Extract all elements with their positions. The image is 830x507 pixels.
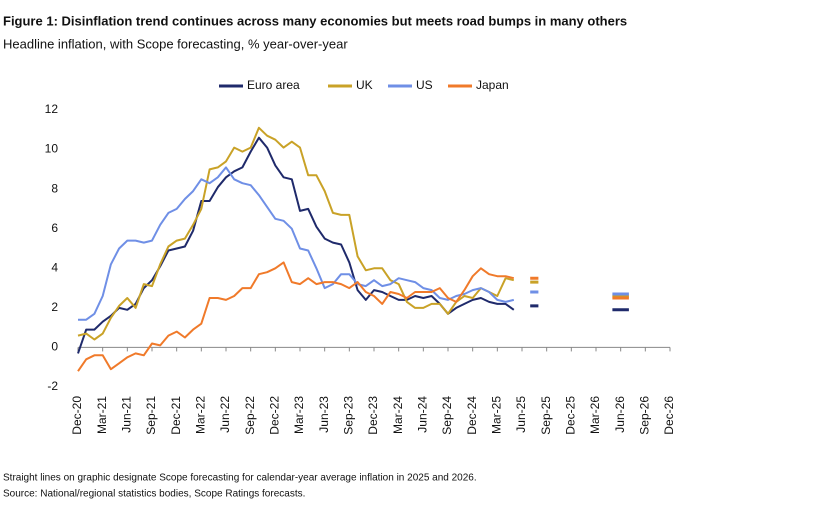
x-tick-label: Dec-20 bbox=[70, 396, 84, 435]
x-tick-label: Dec-24 bbox=[465, 396, 479, 435]
x-tick-label: Mar-26 bbox=[588, 396, 602, 434]
series-line bbox=[77, 126, 515, 341]
x-tick-label: Sep-23 bbox=[342, 396, 356, 435]
legend-label: US bbox=[416, 78, 433, 92]
x-tick-label: Jun-21 bbox=[120, 396, 134, 433]
x-tick-label: Dec-22 bbox=[268, 396, 282, 435]
x-tick-label: Mar-23 bbox=[292, 396, 306, 434]
footnote: Straight lines on graphic designate Scop… bbox=[3, 473, 477, 484]
x-tick-label: Sep-22 bbox=[243, 396, 257, 435]
y-tick-label: 8 bbox=[51, 181, 58, 195]
y-tick-label: 6 bbox=[51, 221, 58, 235]
y-tick-label: 4 bbox=[51, 260, 58, 274]
series-line bbox=[78, 166, 515, 321]
y-tick-label: 0 bbox=[51, 340, 58, 354]
x-tick-label: Sep-21 bbox=[144, 396, 158, 435]
x-tick-label: Jun-23 bbox=[317, 396, 331, 433]
x-tick-label: Jun-22 bbox=[218, 396, 232, 433]
x-tick-label: Sep-26 bbox=[638, 396, 652, 435]
x-tick-label: Mar-22 bbox=[194, 396, 208, 434]
x-tick-label: Sep-24 bbox=[440, 396, 454, 435]
x-tick-label: Dec-25 bbox=[564, 396, 578, 435]
legend-label: UK bbox=[356, 78, 373, 92]
x-tick-label: Mar-21 bbox=[95, 396, 109, 434]
y-tick-label: -2 bbox=[47, 379, 58, 393]
x-tick-label: Jun-25 bbox=[514, 396, 528, 433]
x-tick-label: Mar-25 bbox=[490, 396, 504, 434]
x-tick-label: Dec-23 bbox=[366, 396, 380, 435]
y-tick-label: 12 bbox=[45, 102, 59, 116]
forecast-line bbox=[530, 290, 629, 296]
forecast-line bbox=[530, 276, 629, 300]
forecast-line bbox=[530, 280, 629, 298]
legend-label: Japan bbox=[476, 78, 509, 92]
x-tick-label: Dec-26 bbox=[662, 396, 676, 435]
forecast-line bbox=[530, 304, 629, 312]
x-tick-label: Mar-24 bbox=[391, 396, 405, 434]
legend-label: Euro area bbox=[247, 78, 300, 92]
y-tick-label: 10 bbox=[45, 142, 59, 156]
series-line bbox=[77, 136, 515, 354]
source-note: Source: National/regional statistics bod… bbox=[3, 489, 305, 500]
chart-subtitle: Headline inflation, with Scope forecasti… bbox=[3, 36, 348, 51]
series-line bbox=[77, 261, 515, 372]
x-tick-label: Dec-21 bbox=[169, 396, 183, 435]
y-tick-label: 2 bbox=[51, 300, 58, 314]
chart-title: Figure 1: Disinflation trend continues a… bbox=[3, 13, 627, 28]
x-tick-label: Jun-24 bbox=[416, 396, 430, 433]
x-tick-label: Sep-25 bbox=[539, 396, 553, 435]
x-tick-label: Jun-26 bbox=[613, 396, 627, 433]
